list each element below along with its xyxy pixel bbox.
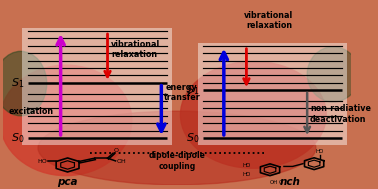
Text: OH: OH [269,180,278,185]
Text: vibrational
relaxation: vibrational relaxation [111,40,160,59]
Text: $S_0$: $S_0$ [11,131,24,145]
Text: $S_1$: $S_1$ [11,76,24,90]
FancyBboxPatch shape [198,43,347,145]
Text: HO: HO [38,159,48,164]
Text: vibrational
relaxation: vibrational relaxation [244,11,294,30]
Ellipse shape [180,61,326,168]
Text: energy
transfer: energy transfer [163,83,200,102]
Text: $S_0$: $S_0$ [186,131,200,145]
Text: dipole-dipole
coupling: dipole-dipole coupling [149,151,205,171]
Text: pca: pca [57,177,78,187]
Text: HO: HO [243,163,251,168]
FancyBboxPatch shape [22,28,172,145]
Text: O: O [279,180,283,185]
Text: non-radiative
deactivation: non-radiative deactivation [310,104,371,124]
Ellipse shape [307,47,359,102]
Text: HO: HO [243,172,251,177]
Text: $S_1$: $S_1$ [186,83,200,97]
Text: HO: HO [316,149,324,154]
Text: O: O [114,148,119,153]
Ellipse shape [0,51,47,116]
Ellipse shape [38,111,316,185]
Text: excitation: excitation [9,107,54,116]
Text: OH: OH [116,159,126,164]
Ellipse shape [0,65,132,176]
Text: nch: nch [279,177,300,187]
